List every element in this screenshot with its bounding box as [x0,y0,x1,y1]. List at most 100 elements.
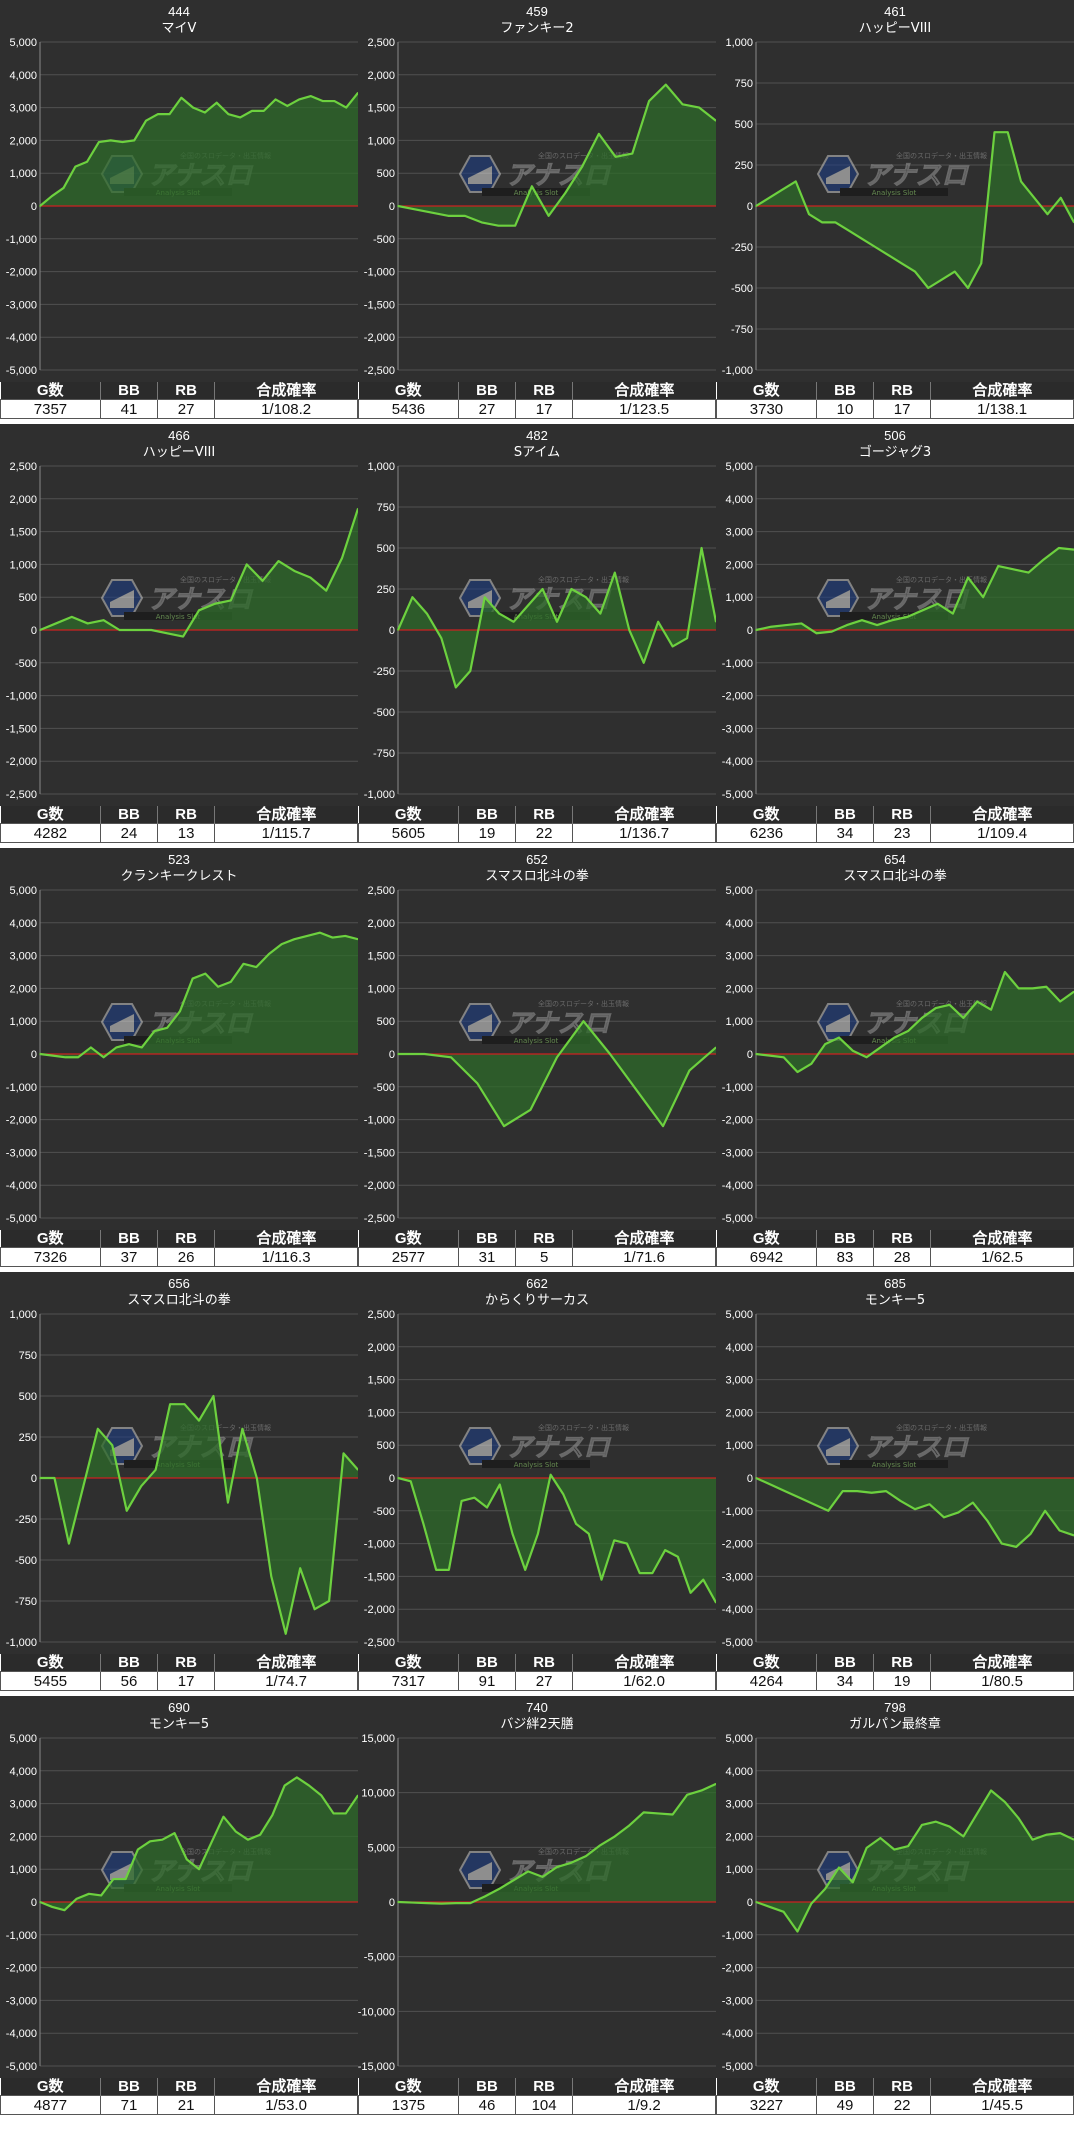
y-tick-label: 5,000 [9,37,37,49]
data-point [815,632,818,635]
y-tick-label: -3,000 [6,1147,37,1159]
data-point [227,1501,229,1504]
data-point [541,1876,544,1878]
machine-number: 690 [168,1700,190,1715]
data-point [810,1902,813,1905]
data-point [51,1906,54,1908]
y-tick-label: 1,000 [9,1016,37,1028]
data-point [341,557,343,559]
data-point [599,1844,602,1846]
stat-value-bb: 34 [815,823,875,843]
data-point [498,1483,501,1486]
data-point [149,1840,151,1843]
data-point [906,616,909,618]
data-point [214,602,216,605]
data-point [810,1063,813,1065]
stats-header-row: G数 BB RB 合成確率 [716,1230,1074,1248]
data-point [102,619,105,621]
data-point [556,621,558,623]
data-point [497,224,500,227]
data-point [423,1053,426,1055]
data-point [770,625,772,628]
data-point [413,208,416,211]
data-point [185,1858,188,1861]
machine-number: 444 [168,4,190,19]
data-point [562,1493,565,1496]
data-point [851,1881,854,1884]
data-point [64,1056,67,1059]
stat-header-games: G数 [0,382,101,400]
y-tick-label: -4,000 [722,1180,753,1192]
data-point [166,1026,168,1029]
stats-header-row: G数 BB RB 合成確率 [716,1654,1074,1672]
watermark-title: アナスロ [506,1433,611,1463]
data-point [448,1569,450,1571]
y-tick-label: 2,000 [725,559,753,571]
data-point [851,1049,854,1052]
watermark-subtitle-bar [840,188,948,196]
stats-value-row: 5436 27 17 1/123.5 [358,399,716,419]
stats-header-row: G数 BB RB 合成確率 [358,806,716,824]
y-tick-label: -1,000 [6,1082,37,1094]
chart: 15,00010,0005,0000-5,000-10,000-15,000アナ… [358,1696,716,2078]
stat-header-rb: RB [157,1654,215,1672]
stat-value-games: 6236 [716,823,817,843]
y-tick-label: -1,000 [6,234,37,246]
data-point [976,1812,979,1815]
y-tick-label: -1,000 [722,658,753,670]
data-point [480,221,483,224]
chart: 5,000 4,000 3,000 2,000 1,000 0 -1,000 -2,000 -3… [0,0,358,382]
stat-header-prob: 合成確率 [572,1654,716,1672]
stat-header-rb: RB [157,2078,215,2096]
y-tick-label: 4,000 [725,494,753,506]
data-point [879,1837,882,1839]
stat-header-bb: BB [457,1654,516,1672]
y-tick-label: -2,000 [722,1963,753,1975]
data-point [486,1506,488,1509]
y-tick-label: -2,000 [6,267,37,279]
stat-header-games: G数 [358,2078,459,2096]
watermark-tagline: 全国のスロデータ・出玉情報 [896,151,987,160]
stats-table: G数 BB RB 合成確率 6942 83 28 1/62.5 [716,1230,1074,1267]
data-point [1004,971,1006,973]
stat-header-bb: BB [457,2078,516,2096]
stat-value-games: 6942 [716,1247,817,1267]
data-point [180,96,183,99]
machine-name: バジ絆2天膳 [500,1716,573,1732]
data-point [838,1866,840,1869]
data-point [575,1523,577,1525]
y-tick-label: 2,000 [725,1831,753,1843]
data-point [628,629,631,631]
data-point [796,1930,799,1933]
y-tick-label: 4,000 [9,70,37,82]
data-point [435,1569,437,1571]
y-tick-label: -5,000 [364,1952,395,1964]
y-tick-label: 1,000 [9,559,37,571]
machine-panel: 5,000 4,000 3,000 2,000 1,000 0 -1,000 -2,000 -3… [0,848,358,1272]
data-point [865,1847,868,1849]
stat-header-prob: 合成確率 [214,2078,358,2096]
machine-number: 466 [168,428,190,443]
y-tick-label: 2,000 [725,983,753,995]
data-point [296,1776,298,1779]
data-point [512,621,515,623]
data-point [411,1901,414,1904]
series-area [40,932,358,1058]
y-tick-label: -2,000 [6,756,37,768]
series-line [397,83,716,227]
machine-name: スマスロ北斗の拳 [485,868,589,884]
stat-header-bb: BB [99,382,158,400]
stat-value-rb: 28 [873,1247,932,1267]
stats-value-row: 7317 91 27 1/62.0 [358,1671,716,1691]
data-point [430,211,433,214]
machine-name: Sアイム [514,445,560,460]
y-tick-label: -3,000 [722,723,753,735]
data-point [251,110,253,112]
data-point [274,98,277,101]
y-tick-label: 250 [377,584,395,596]
y-tick-label: -3,000 [722,1995,753,2007]
data-point [102,1056,105,1059]
data-point [784,1490,786,1492]
data-point [88,1893,90,1895]
